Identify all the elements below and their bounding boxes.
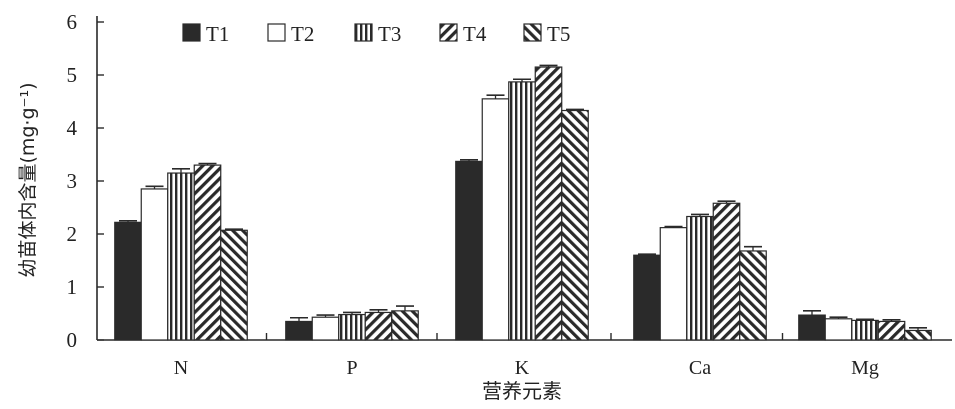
bar-T1-P (285, 320, 313, 341)
legend-label-T5: T5 (547, 22, 570, 46)
y-tick-label: 1 (67, 275, 78, 299)
legend-swatch-T1 (182, 23, 201, 42)
legend-swatch-T3 (354, 23, 373, 42)
legend-label-T3: T3 (378, 22, 401, 46)
bar-T4-Mg (877, 320, 906, 341)
y-axis-title: 幼苗体内含量(mg·g⁻¹) (17, 82, 39, 277)
y-tick-label: 4 (67, 116, 78, 140)
bar-T1-K (455, 160, 483, 341)
legend-label-T4: T4 (463, 22, 487, 46)
tick-labels: 0 1 2 3 4 5 6 N P K Ca Mg (67, 10, 879, 379)
x-tick-label: N (174, 357, 188, 379)
bars (114, 66, 932, 341)
y-tick-label: 2 (67, 222, 78, 246)
bar-T1-Ca (633, 254, 661, 341)
x-tick-label: Ca (689, 357, 711, 379)
y-tick-label: 3 (67, 169, 78, 193)
bar-T3-K (508, 81, 536, 341)
x-tick-label: P (346, 357, 357, 379)
legend-label-T2: T2 (291, 22, 314, 46)
bar-T2-K (481, 98, 510, 341)
bar-T5-K (561, 109, 589, 341)
error-bars (119, 64, 927, 331)
bar-T4-K (534, 66, 563, 341)
bar-T5-P (391, 310, 419, 341)
bar-T4-P (364, 311, 393, 341)
bar-T2-N (140, 188, 169, 341)
legend-swatch-T5 (523, 23, 542, 42)
bar-T2-P (311, 316, 340, 341)
bar-T2-Ca (659, 227, 688, 341)
bar-T5-N (220, 229, 248, 341)
bar-T3-Ca (686, 215, 714, 341)
y-tick-label: 0 (67, 328, 78, 352)
bar-T4-Ca (712, 202, 741, 341)
bar-T4-N (193, 164, 222, 341)
x-axis-title: 营养元素 (482, 379, 562, 403)
bar-T5-Ca (739, 250, 767, 341)
y-tick-label: 5 (67, 63, 78, 87)
bar-T1-N (114, 221, 142, 341)
bar-T3-N (167, 172, 195, 341)
bar-T1-Mg (798, 314, 826, 341)
legend-swatch-T2 (267, 23, 286, 42)
legend: T1 T2 T3 T4 T5 (182, 22, 570, 46)
bar-T3-P (338, 313, 366, 341)
bar-T3-Mg (851, 319, 879, 341)
bar-T5-Mg (904, 329, 932, 341)
legend-label-T1: T1 (206, 22, 229, 46)
x-tick-label: Mg (851, 357, 879, 379)
x-tick-label: K (515, 357, 530, 379)
legend-swatch-T4 (439, 23, 458, 42)
y-tick-label: 6 (67, 10, 78, 34)
bar-T2-Mg (824, 318, 853, 341)
